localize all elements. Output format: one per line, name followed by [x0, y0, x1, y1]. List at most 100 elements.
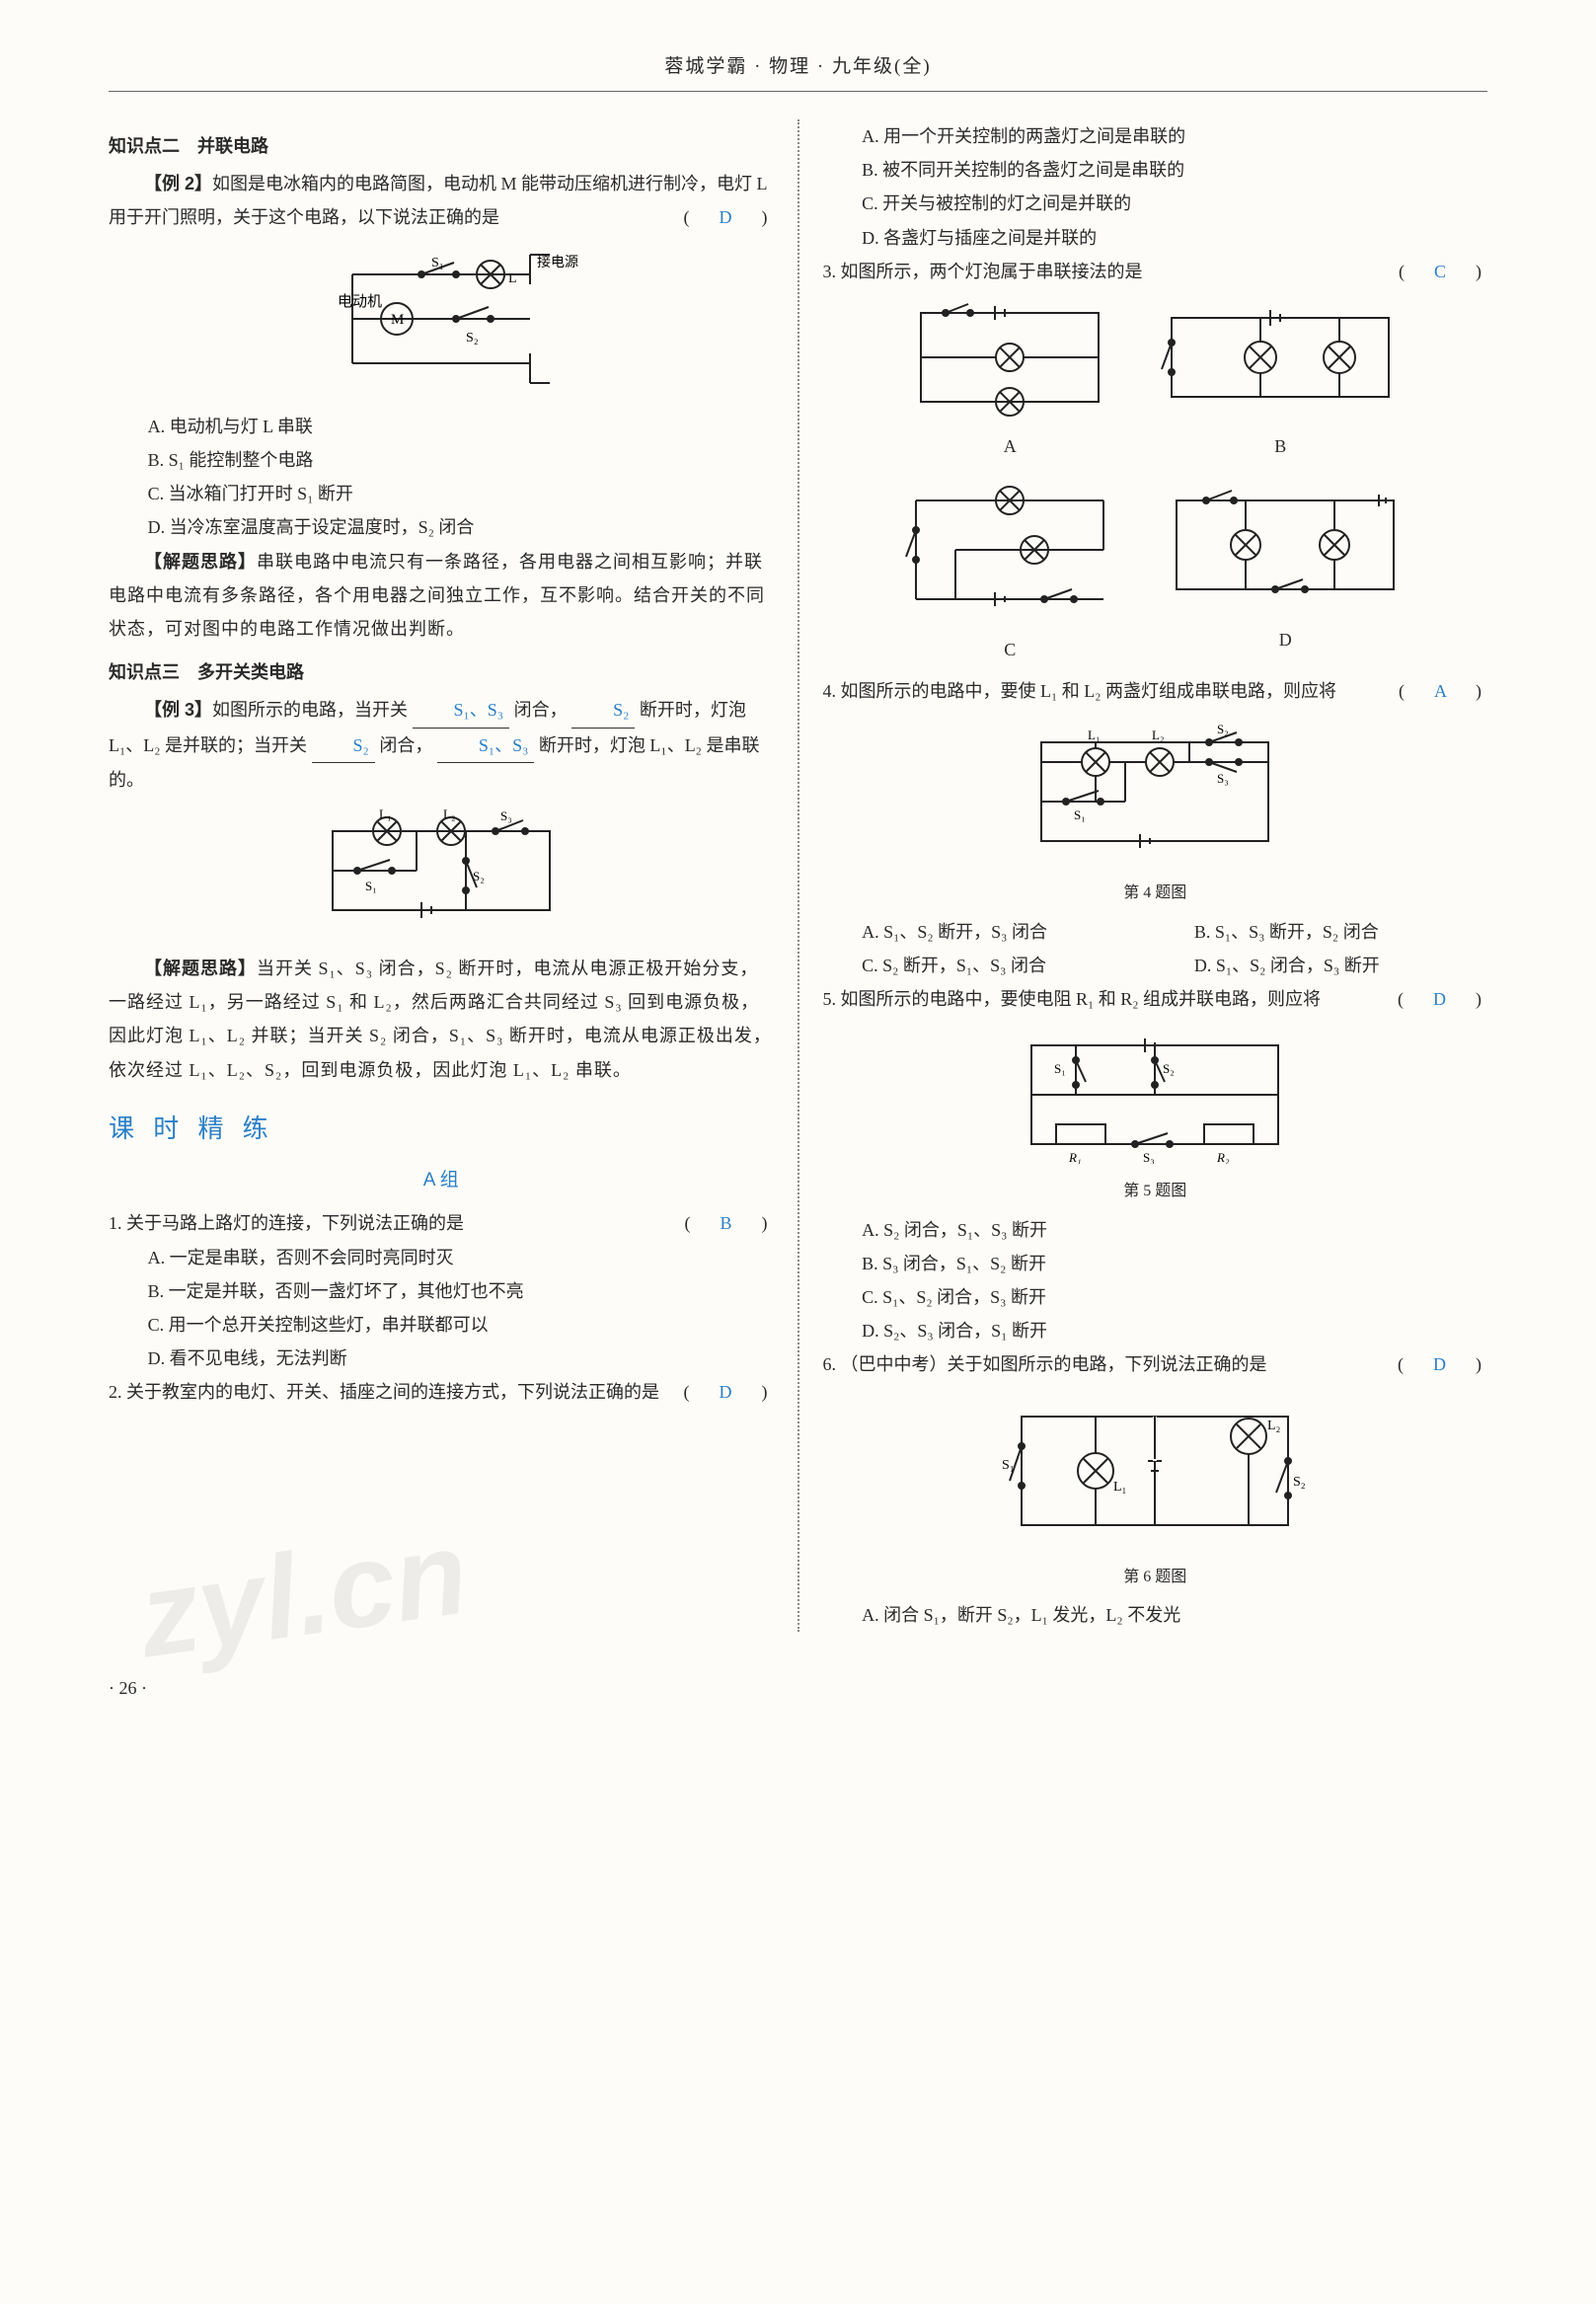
- q5-fig: S₁ S₂ S₃ R₁ R₂ 第 5 题图: [823, 1026, 1488, 1207]
- q4-l1: L₁: [1088, 728, 1100, 742]
- q6-src: （巴中中考）: [841, 1354, 948, 1374]
- q1-opt-b: B. 一定是并联，否则一盏灯坏了，其他灯也不亮: [109, 1274, 774, 1308]
- fig-ex3: L₁ L₂ S₃ S₁ S₂: [109, 806, 774, 946]
- q5-num: 5.: [823, 989, 841, 1009]
- ex3-soln-lead: 【解题思路】: [144, 959, 257, 978]
- q4-answer: A: [1434, 681, 1452, 701]
- q2-answer: D: [720, 1382, 738, 1402]
- q5-text: 如图所示的电路中，要使电阻 R₁ 和 R₂ 组成并联电路，则应将: [841, 989, 1322, 1009]
- label-motor: 电动机: [338, 293, 382, 310]
- q1: 1. 关于马路上路灯的连接，下列说法正确的是 ( B ): [109, 1206, 774, 1240]
- q2-opt-b: B. 被不同开关控制的各盏灯之间是串联的: [823, 153, 1488, 187]
- q5-r1: R₁: [1068, 1150, 1081, 1164]
- q5-opt-c: C. S₁、S₂ 闭合，S₃ 断开: [823, 1280, 1488, 1314]
- q5-r2: R₂: [1216, 1150, 1230, 1164]
- q5-answer: D: [1433, 989, 1452, 1009]
- q6-l1: L₁: [1113, 1480, 1126, 1495]
- q4-s3: S₃: [1217, 771, 1229, 786]
- ex3-t4: 闭合，: [379, 735, 432, 755]
- ex2-soln-lead: 【解题思路】: [144, 552, 257, 572]
- q5-s1: S₁: [1054, 1061, 1066, 1076]
- q6-fig: S₁ L₁ L₂ S₂ 第 6 题图: [823, 1392, 1488, 1593]
- q5-s3: S₃: [1143, 1150, 1155, 1164]
- two-column-layout: 知识点二 并联电路 【例 2】如图是电冰箱内的电路简图，电动机 M 能带动压缩机…: [109, 119, 1487, 1632]
- ex2-opt-c: C. 当冰箱门打开时 S₁ 断开: [109, 477, 774, 510]
- q6-text: 关于如图所示的电路，下列说法正确的是: [948, 1354, 1267, 1374]
- ex3-l2: L₂: [443, 806, 455, 821]
- column-divider: [798, 119, 799, 1632]
- page-number: · 26 ·: [109, 1671, 1487, 1705]
- q6-answer-paren: ( D ): [1398, 1347, 1487, 1381]
- q3-answer-paren: ( C ): [1399, 255, 1487, 288]
- q4-opt-a: A. S₁、S₂ 断开，S₃ 闭合: [823, 915, 1156, 949]
- q3-num: 3.: [823, 262, 841, 281]
- q4-caption: 第 4 题图: [823, 879, 1488, 908]
- q2-opt-c: C. 开关与被控制的灯之间是并联的: [823, 187, 1488, 220]
- left-column: 知识点二 并联电路 【例 2】如图是电冰箱内的电路简图，电动机 M 能带动压缩机…: [109, 119, 774, 1632]
- q2-num: 2.: [109, 1382, 126, 1402]
- q5: 5. 如图所示的电路中，要使电阻 R₁ 和 R₂ 组成并联电路，则应将 ( D …: [823, 982, 1488, 1016]
- q5-opt-b: B. S₃ 闭合，S₁、S₂ 断开: [823, 1247, 1488, 1280]
- fig-ex2: 电动机 接电源 M S₁ S₂ L: [109, 245, 774, 404]
- q4-opt-c: C. S₂ 断开，S₁、S₃ 闭合: [823, 949, 1156, 982]
- q3-label-d: D: [1157, 623, 1413, 656]
- section-practice: 课 时 精 练: [109, 1105, 774, 1153]
- label-m: M: [391, 312, 404, 328]
- q3-fig-d: D: [1157, 481, 1413, 665]
- ex3-blank4: S₁、S₃: [437, 729, 535, 763]
- ex3-s2: S₂: [473, 869, 485, 883]
- q3: 3. 如图所示，两个灯泡属于串联接法的是 ( C ): [823, 255, 1488, 288]
- q6: 6. （巴中中考）关于如图所示的电路，下列说法正确的是 ( D ): [823, 1347, 1488, 1381]
- q4-opts-row2: C. S₂ 断开，S₁、S₃ 闭合 D. S₁、S₂ 闭合，S₃ 断开: [823, 949, 1488, 982]
- label-power: 接电源: [537, 254, 578, 270]
- ex3-l1: L₁: [379, 806, 391, 821]
- q5-opt-a: A. S₂ 闭合，S₁、S₃ 断开: [823, 1213, 1488, 1247]
- q1-opt-d: D. 看不见电线，无法判断: [109, 1342, 774, 1375]
- ex2-answer: D: [720, 207, 738, 227]
- q6-answer: D: [1433, 1354, 1452, 1374]
- q3-text: 如图所示，两个灯泡属于串联接法的是: [841, 262, 1143, 281]
- ex3-s1: S₁: [365, 879, 377, 893]
- q6-caption: 第 6 题图: [823, 1563, 1488, 1592]
- q1-opt-a: A. 一定是串联，否则不会同时亮同时灭: [109, 1241, 774, 1274]
- q4-opt-b: B. S₁、S₃ 断开，S₂ 闭合: [1155, 915, 1487, 949]
- q3-figs: A B: [823, 298, 1488, 666]
- q5-caption: 第 5 题图: [823, 1177, 1488, 1206]
- q6-opt-a: A. 闭合 S₁，断开 S₂，L₁ 发光，L₂ 不发光: [823, 1598, 1488, 1632]
- q1-answer-paren: ( B ): [684, 1206, 773, 1240]
- q6-num: 6.: [823, 1354, 841, 1374]
- q6-l2: L₂: [1267, 1419, 1281, 1433]
- page-header: 蓉城学霸 · 物理 · 九年级(全): [109, 49, 1487, 92]
- ex2-opt-d: D. 当冷冻室温度高于设定温度时，S₂ 闭合: [109, 510, 774, 544]
- ex2-solution: 【解题思路】串联电路中电流只有一条路径，各用电器之间相互影响；并联电路中电流有多…: [109, 545, 774, 647]
- q4-s2: S₂: [1217, 722, 1229, 736]
- q1-text: 关于马路上路灯的连接，下列说法正确的是: [126, 1213, 464, 1233]
- q3-fig-b: B: [1152, 298, 1408, 463]
- ex2-opt-b: B. S₁ 能控制整个电路: [109, 443, 774, 477]
- example3: 【例 3】如图所示的电路，当开关 S₁、S₃ 闭合， S₂ 断开时，灯泡 L₁、…: [109, 693, 774, 797]
- ex3-t2: 闭合，: [514, 700, 568, 720]
- ex3-blank1: S₁、S₃: [413, 693, 510, 728]
- q5-answer-paren: ( D ): [1398, 982, 1487, 1016]
- q3-label-c: C: [896, 633, 1123, 666]
- q3-fig-a: A: [901, 298, 1118, 463]
- q5-s2: S₂: [1163, 1061, 1175, 1076]
- q2: 2. 关于教室内的电灯、开关、插座之间的连接方式，下列说法正确的是 ( D ): [109, 1375, 774, 1409]
- ex3-s3: S₃: [500, 808, 512, 823]
- ex3-solution: 【解题思路】当开关 S₁、S₃ 闭合，S₂ 断开时，电流从电源正极开始分支，一路…: [109, 952, 774, 1087]
- q4-answer-paren: ( A ): [1399, 674, 1487, 708]
- q2-opt-a: A. 用一个开关控制的两盏灯之间是串联的: [823, 119, 1488, 153]
- q3-fig-c: C: [896, 481, 1123, 665]
- q2-answer-paren: ( D ): [684, 1375, 774, 1409]
- q1-opt-c: C. 用一个总开关控制这些灯，串并联都可以: [109, 1308, 774, 1342]
- q4-opt-d: D. S₁、S₂ 闭合，S₃ 断开: [1155, 949, 1487, 982]
- q2-text: 关于教室内的电灯、开关、插座之间的连接方式，下列说法正确的是: [126, 1382, 659, 1402]
- label-s2: S₂: [466, 331, 479, 346]
- q4-l2: L₂: [1152, 728, 1164, 742]
- q4: 4. 如图所示的电路中，要使 L₁ 和 L₂ 两盏灯组成串联电路，则应将 ( A…: [823, 674, 1488, 708]
- q3-answer: C: [1434, 262, 1452, 281]
- kp2-title: 知识点二 并联电路: [109, 129, 774, 163]
- q4-num: 4.: [823, 681, 841, 701]
- q4-s1: S₁: [1074, 807, 1086, 822]
- kp3-title: 知识点三 多开关类电路: [109, 655, 774, 689]
